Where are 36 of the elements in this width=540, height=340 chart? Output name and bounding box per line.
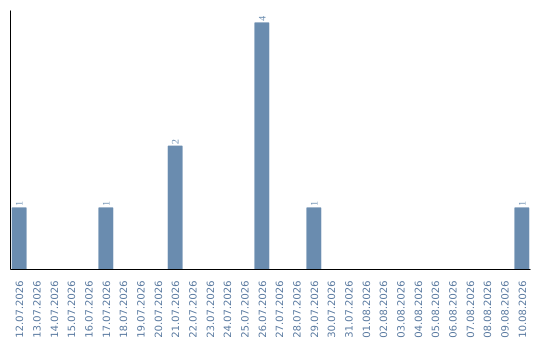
data-label: 2 (170, 139, 182, 144)
x-tick-label: 04.08.2026 (414, 280, 425, 338)
x-tick-label: 08.08.2026 (483, 280, 494, 338)
x-tick-label: 22.07.2026 (188, 280, 200, 338)
x-tick-label: 06.08.2026 (448, 280, 460, 338)
x-tick-label: 20.07.2026 (154, 280, 165, 338)
x-tick-label: 18.07.2026 (119, 280, 130, 338)
x-tick-label: 01.08.2026 (362, 280, 373, 338)
x-tick-label: 30.07.2026 (327, 280, 338, 338)
data-label: 1 (309, 200, 320, 206)
data-label: 1 (101, 200, 112, 206)
x-tick-label: 27.07.2026 (275, 280, 286, 338)
x-tick-label: 26.07.2026 (258, 280, 269, 338)
x-tick-label: 16.07.2026 (84, 280, 96, 338)
data-label: 1 (14, 200, 26, 206)
x-tick-label: 05.08.2026 (431, 280, 442, 338)
data-label: 1 (517, 200, 528, 206)
x-tick-label: 24.07.2026 (223, 280, 234, 338)
x-tick-label: 03.08.2026 (396, 280, 408, 338)
x-tick-label: 15.07.2026 (67, 280, 78, 338)
x-tick-label: 10.08.2026 (518, 280, 529, 338)
x-tick-label: 09.08.2026 (500, 280, 512, 338)
x-tick-label: 12.07.2026 (15, 280, 26, 338)
x-tick-label: 23.07.2026 (206, 280, 217, 338)
data-label: 4 (257, 16, 268, 21)
x-tick-label: 31.07.2026 (344, 280, 356, 338)
x-tick-label: 21.07.2026 (171, 280, 182, 338)
x-tick-label: 25.07.2026 (240, 280, 252, 338)
x-tick-label: 28.07.2026 (292, 280, 304, 338)
x-tick-label: 19.07.2026 (136, 280, 148, 338)
x-tick-label: 13.07.2026 (32, 280, 44, 338)
x-tick-label: 02.08.2026 (379, 280, 390, 338)
x-tick-label: 07.08.2026 (466, 280, 477, 338)
x-tick-label: 17.07.2026 (102, 280, 113, 338)
x-tick-label: 29.07.2026 (310, 280, 321, 338)
x-tick-label: 14.07.2026 (50, 280, 61, 338)
